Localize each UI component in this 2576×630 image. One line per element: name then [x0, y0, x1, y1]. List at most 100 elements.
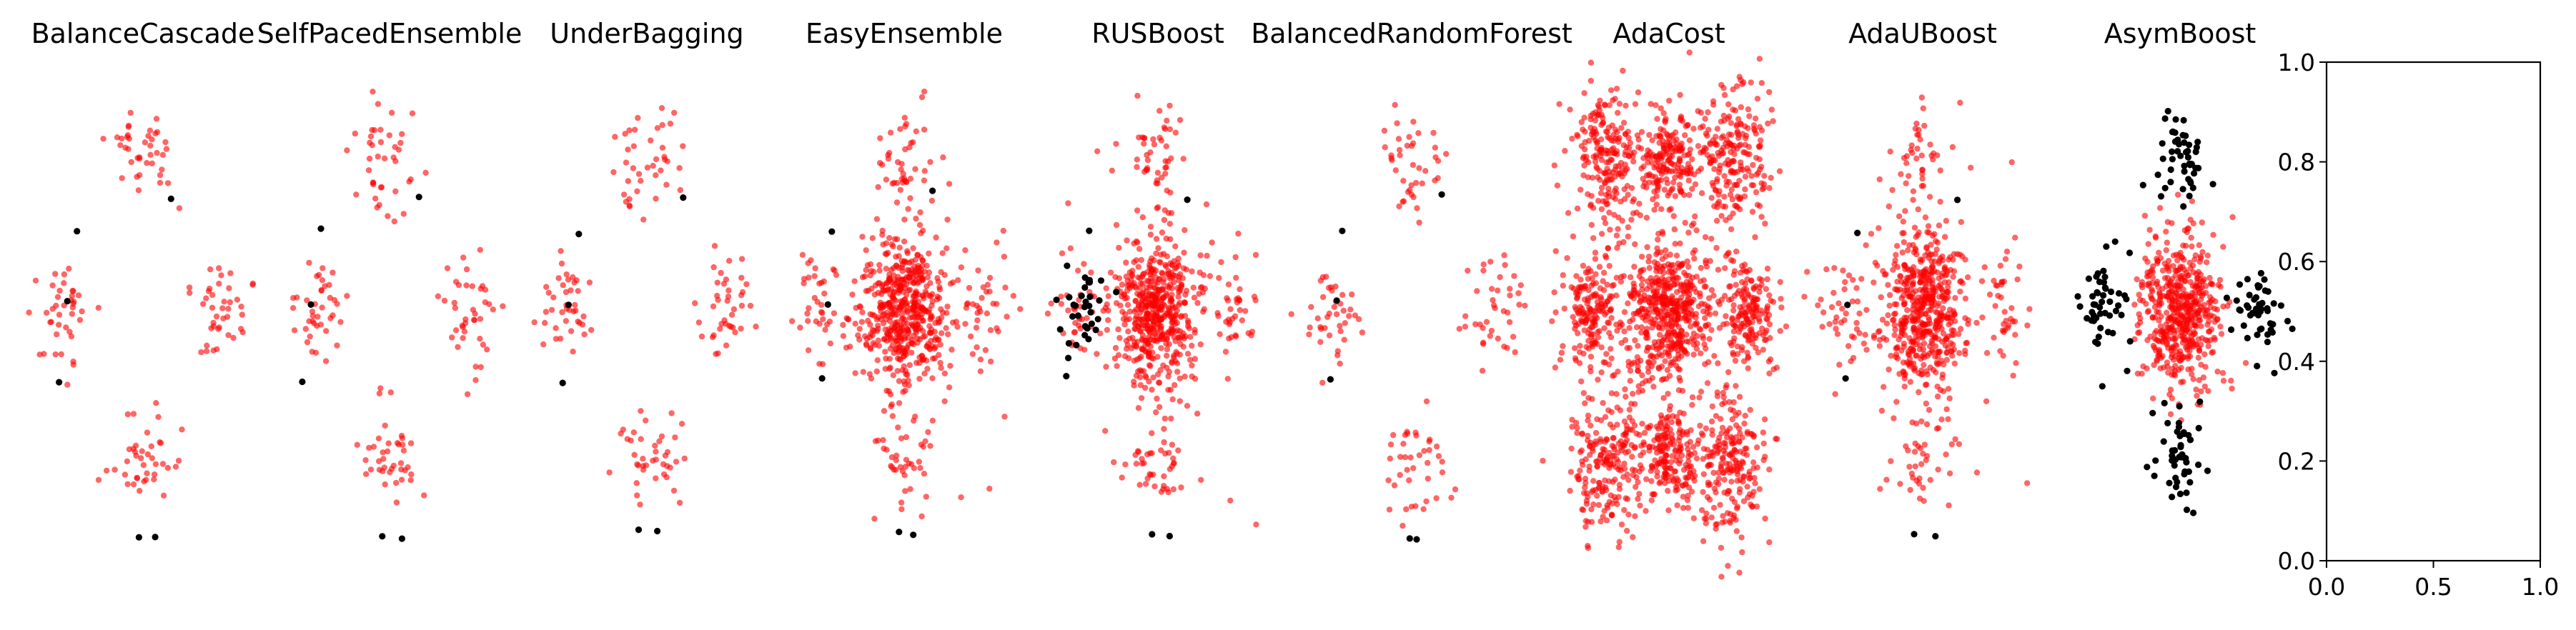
kept-point: [49, 306, 56, 312]
kept-point: [1720, 470, 1726, 476]
kept-point: [390, 462, 397, 469]
kept-point: [1613, 185, 1619, 192]
kept-point: [1760, 456, 1767, 464]
kept-point: [874, 357, 881, 364]
kept-point: [966, 284, 973, 291]
kept-point: [905, 326, 911, 333]
kept-point: [553, 336, 560, 342]
kept-point: [898, 435, 905, 441]
kept-point: [377, 385, 384, 391]
kept-point: [1879, 316, 1886, 323]
kept-point: [1906, 464, 1913, 470]
kept-point: [1587, 77, 1594, 84]
kept-point: [1105, 293, 1112, 299]
kept-point: [1907, 346, 1914, 352]
kept-point: [1689, 156, 1695, 163]
kept-point: [1540, 457, 1546, 464]
kept-point: [867, 321, 873, 328]
kept-point: [1654, 181, 1660, 187]
kept-point: [1157, 367, 1164, 374]
kept-point: [1623, 167, 1629, 174]
kept-point: [1750, 299, 1756, 306]
kept-point: [1131, 382, 1137, 389]
kept-point: [1908, 142, 1915, 149]
kept-point: [1146, 284, 1154, 291]
kept-point: [1648, 101, 1654, 107]
kept-point: [1678, 164, 1685, 171]
kept-point: [863, 247, 869, 254]
kept-point: [1314, 315, 1321, 321]
kept-point: [477, 336, 483, 342]
kept-point: [1903, 160, 1910, 166]
kept-point: [1742, 412, 1748, 419]
kept-point: [1324, 314, 1331, 320]
kept-point: [1621, 460, 1628, 467]
kept-point: [883, 266, 890, 272]
kept-point: [1167, 260, 1174, 266]
kept-point: [455, 344, 461, 351]
kept-point: [606, 469, 613, 476]
kept-point: [1675, 418, 1682, 425]
kept-point: [1601, 325, 1607, 331]
kept-point: [670, 487, 678, 494]
kept-point: [376, 390, 383, 397]
kept-point: [1700, 333, 1706, 339]
kept-point: [1151, 141, 1158, 148]
kept-point: [1871, 279, 1877, 286]
kept-point: [1395, 136, 1402, 142]
kept-point: [553, 325, 559, 331]
kept-point: [1703, 510, 1710, 517]
kept-point: [1723, 429, 1730, 436]
kept-point: [918, 353, 926, 359]
kept-point: [1915, 206, 1921, 213]
kept-point: [1713, 217, 1720, 224]
kept-point: [1124, 294, 1130, 301]
kept-point: [944, 304, 951, 310]
kept-point: [1084, 315, 1090, 321]
kept-point: [1670, 478, 1677, 485]
kept-point: [69, 287, 76, 294]
kept-point: [1505, 309, 1511, 316]
kept-point: [1639, 421, 1645, 427]
kept-point: [1918, 461, 1925, 467]
kept-point: [1905, 447, 1911, 454]
kept-point: [1672, 193, 1678, 199]
kept-point: [1426, 438, 1432, 445]
kept-point: [144, 160, 150, 166]
kept-point: [1640, 155, 1647, 161]
kept-point: [1687, 278, 1694, 285]
kept-point: [1657, 446, 1663, 452]
kept-point: [1942, 272, 1948, 279]
kept-point: [1664, 445, 1670, 451]
kept-point: [898, 166, 904, 173]
kept-point: [69, 311, 76, 317]
kept-point: [1671, 441, 1678, 448]
kept-point: [558, 248, 564, 254]
kept-point: [1921, 441, 1928, 448]
kept-point: [1933, 238, 1939, 244]
kept-point: [1139, 336, 1146, 343]
kept-point: [1186, 325, 1193, 331]
discarded-point: [1053, 296, 1060, 304]
kept-point: [463, 266, 470, 273]
kept-point: [540, 341, 547, 348]
discarded-point: [379, 533, 386, 540]
kept-point: [1635, 479, 1641, 486]
kept-point: [1682, 132, 1688, 139]
kept-point: [164, 464, 171, 471]
kept-point: [2003, 249, 2011, 255]
kept-point: [1653, 306, 1659, 313]
kept-point: [1727, 518, 1733, 524]
kept-point: [147, 151, 154, 158]
kept-point: [1730, 106, 1736, 113]
kept-point: [1632, 401, 1638, 407]
kept-point: [1934, 152, 1941, 159]
kept-point: [490, 306, 496, 313]
kept-point: [2016, 263, 2023, 270]
kept-point: [1580, 390, 1587, 396]
kept-point: [1728, 296, 1735, 303]
kept-point: [1705, 295, 1713, 301]
kept-point: [1762, 515, 1768, 522]
kept-point: [163, 146, 170, 152]
kept-point: [1677, 186, 1683, 192]
